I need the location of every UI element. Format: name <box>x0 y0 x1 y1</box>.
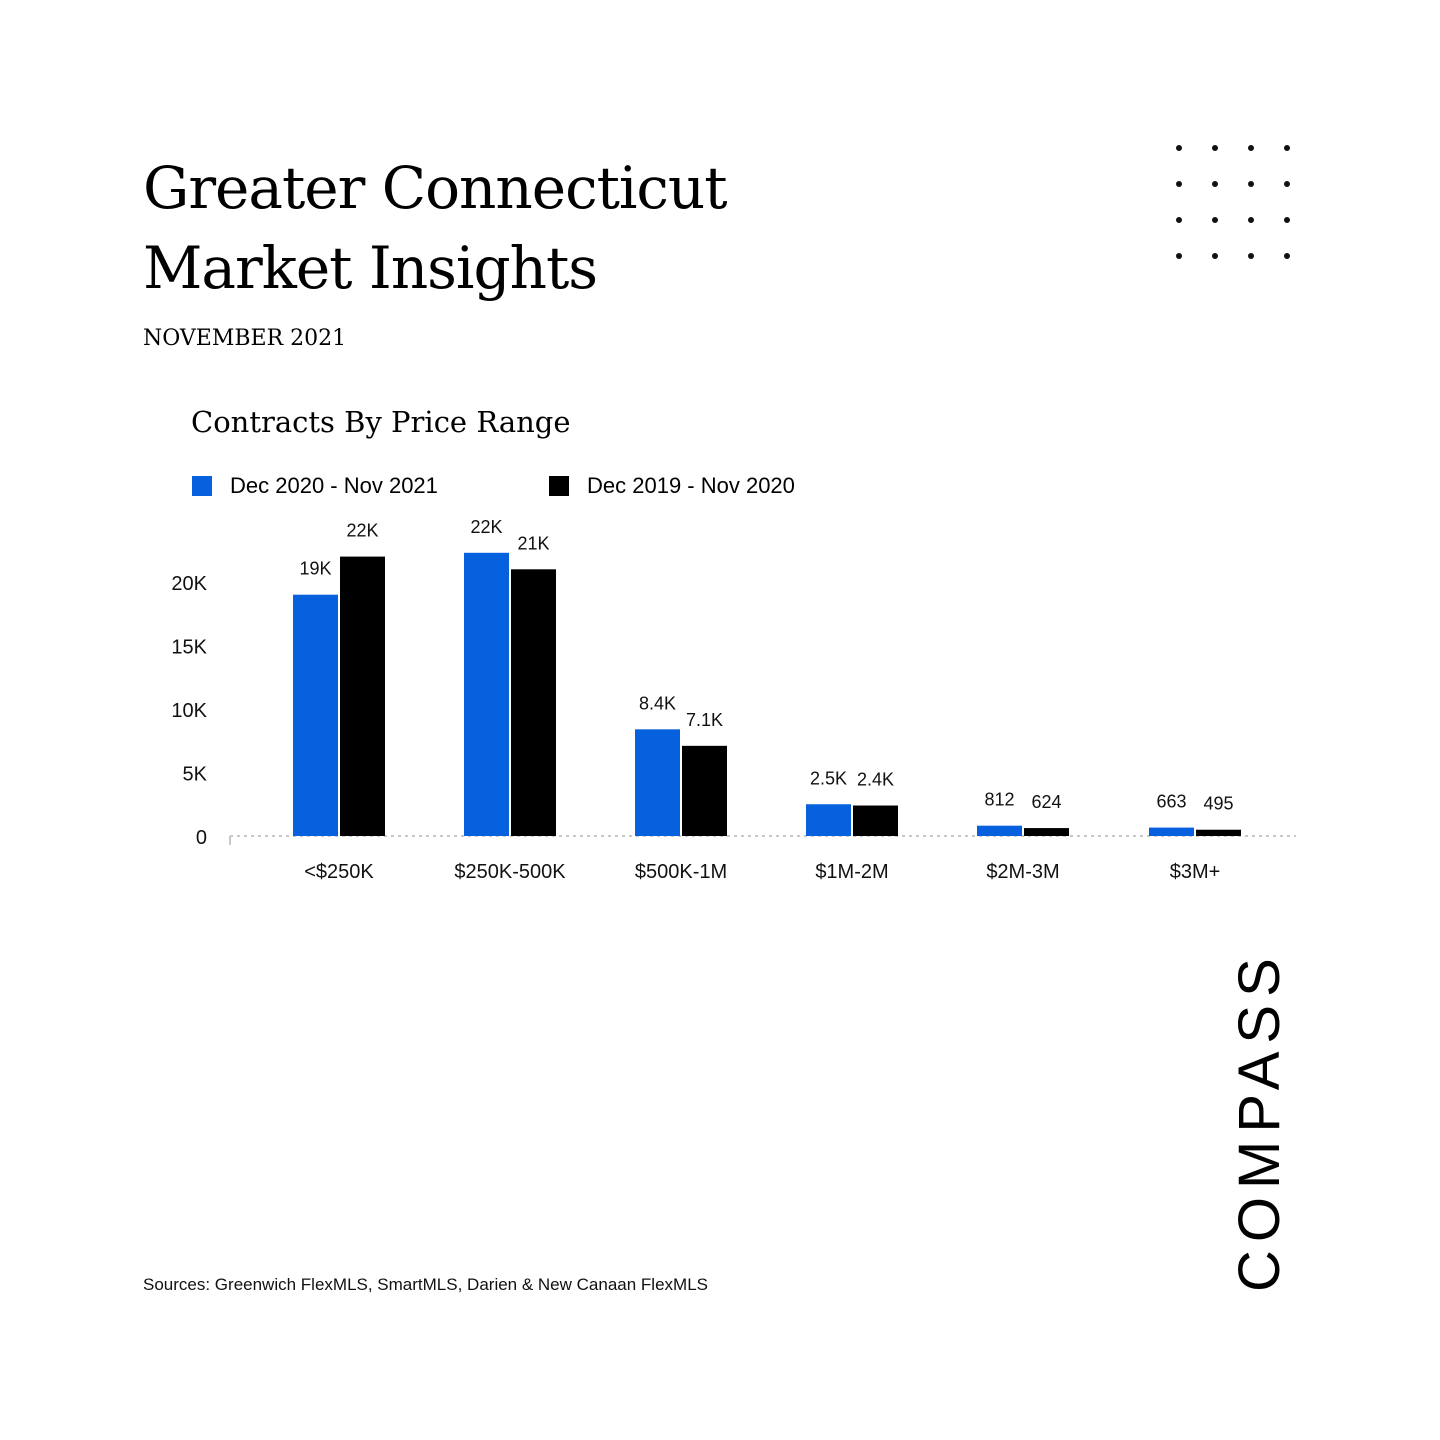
y-tick-label: 10K <box>171 700 207 722</box>
compass-logo-text: COMPASS <box>1227 950 1292 1292</box>
page-title-line-2: Market Insights <box>143 234 598 302</box>
source-note: Sources: Greenwich FlexMLS, SmartMLS, Da… <box>143 1275 708 1294</box>
dot <box>1248 217 1254 223</box>
y-tick-label: 20K <box>171 573 207 595</box>
dot <box>1284 181 1290 187</box>
data-label: 2.5K <box>810 768 847 788</box>
dot <box>1248 181 1254 187</box>
legend-swatch-current <box>192 476 212 496</box>
bar-current <box>977 825 1022 836</box>
data-label: 663 <box>1156 792 1186 812</box>
x-tick-label: $1M-2M <box>815 861 888 883</box>
dot <box>1212 217 1218 223</box>
data-label: 7.1K <box>686 710 723 730</box>
x-tick-label: $2M-3M <box>986 861 1059 883</box>
data-label: 22K <box>470 517 502 537</box>
bar-previous <box>511 569 556 836</box>
legend-label-previous: Dec 2019 - Nov 2020 <box>587 473 795 498</box>
report-date: NOVEMBER 2021 <box>143 326 347 351</box>
data-label: 19K <box>299 559 331 579</box>
x-tick-label: $250K-500K <box>454 861 566 883</box>
page-title-line-1: Greater Connecticut <box>143 154 728 222</box>
bar-previous <box>682 745 727 836</box>
bar-current <box>464 552 509 836</box>
dot <box>1176 253 1182 259</box>
compass-logo: COMPASS <box>1227 950 1292 1352</box>
bar-previous <box>340 556 385 836</box>
data-label: 8.4K <box>639 693 676 713</box>
dot <box>1212 181 1218 187</box>
dot <box>1284 145 1290 151</box>
bar-current <box>806 804 851 836</box>
bar-current <box>635 729 680 836</box>
legend-swatch-previous <box>549 476 569 496</box>
dot <box>1284 217 1290 223</box>
legend-label-current: Dec 2020 - Nov 2021 <box>230 473 438 498</box>
data-label: 624 <box>1031 792 1061 812</box>
data-label: 495 <box>1203 794 1233 814</box>
dot <box>1212 145 1218 151</box>
dot <box>1176 145 1182 151</box>
y-tick-label: 15K <box>171 637 207 659</box>
dot <box>1212 253 1218 259</box>
bar-previous <box>1196 829 1241 836</box>
bar-current <box>293 594 338 836</box>
bar-current <box>1149 827 1194 836</box>
data-label: 22K <box>346 521 378 541</box>
page-title: Greater Connecticut Market Insights <box>143 148 728 308</box>
data-label: 21K <box>517 533 549 553</box>
dot <box>1176 217 1182 223</box>
bar-previous <box>853 805 898 836</box>
chart-title: Contracts By Price Range <box>191 405 571 439</box>
x-tick-label: $500K-1M <box>635 861 727 883</box>
data-label: 2.4K <box>857 770 894 790</box>
dot <box>1248 145 1254 151</box>
dot <box>1248 253 1254 259</box>
y-tick-label: 5K <box>183 764 208 786</box>
x-tick-label: $3M+ <box>1170 861 1221 883</box>
y-tick-label: 0 <box>196 827 207 849</box>
dot <box>1284 253 1290 259</box>
dot-grid-icon <box>1176 145 1300 269</box>
x-tick-label: <$250K <box>304 861 374 883</box>
bar-previous <box>1024 828 1069 836</box>
dot <box>1176 181 1182 187</box>
data-label: 812 <box>984 790 1014 810</box>
